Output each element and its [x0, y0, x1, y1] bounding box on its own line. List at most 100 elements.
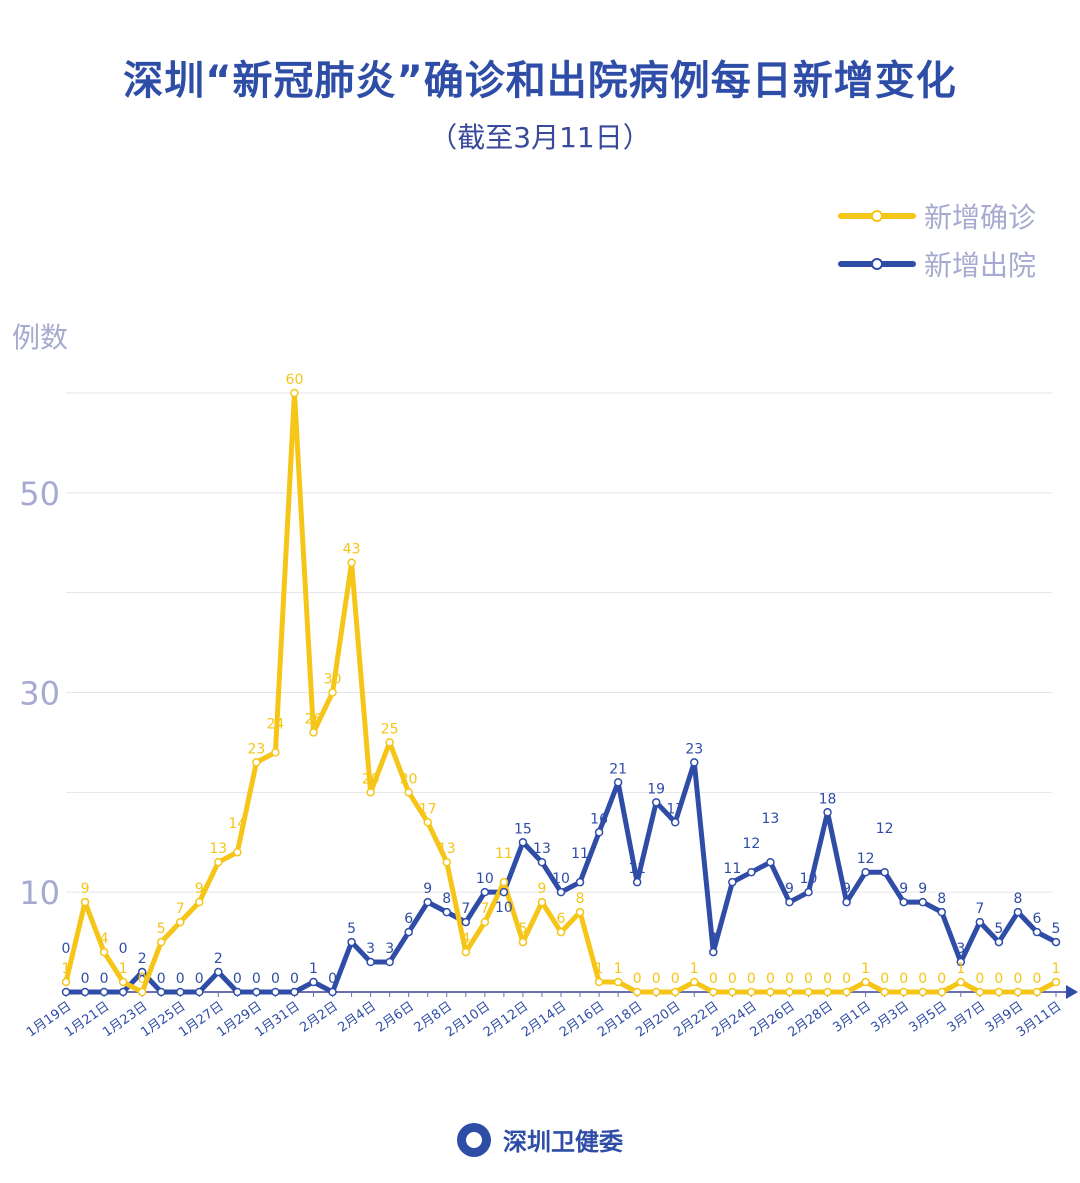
health-commission-logo: [457, 1122, 491, 1157]
data-point: [385, 957, 394, 967]
data-point: [594, 977, 604, 987]
data-point: [937, 987, 947, 997]
data-label: 9: [785, 881, 794, 897]
data-point: [290, 987, 299, 997]
data-point: [461, 947, 471, 957]
data-point: [347, 558, 356, 567]
data-label: 4: [461, 931, 470, 947]
data-point: [956, 957, 966, 967]
data-point: [956, 977, 966, 987]
data-label: 5: [157, 921, 166, 937]
data-point: [404, 788, 413, 797]
data-point: [709, 947, 718, 957]
data-point: [347, 937, 356, 947]
data-label: 11: [723, 861, 741, 877]
x-axis-arrow-icon: [1066, 985, 1078, 999]
y-tick-label: 10: [19, 874, 60, 912]
data-label: 9: [842, 881, 851, 897]
data-point: [728, 987, 737, 997]
data-label: 0: [233, 971, 242, 987]
data-point: [632, 987, 642, 997]
data-point: [99, 987, 109, 997]
data-point: [271, 748, 280, 757]
data-point: [480, 917, 490, 927]
data-point: [61, 987, 71, 997]
x-tick-label: 2月4日: [335, 999, 378, 1036]
data-label: 7: [461, 901, 470, 917]
data-point: [975, 917, 985, 927]
data-point: [918, 897, 927, 907]
data-label: 5: [347, 921, 356, 937]
data-label: 7: [975, 901, 984, 917]
data-point: [233, 987, 242, 997]
data-label: 4: [100, 931, 109, 947]
data-label: 7: [176, 901, 185, 917]
data-label: 0: [671, 971, 680, 987]
y-tick-label: 50: [19, 475, 60, 513]
data-point: [61, 977, 71, 987]
data-point: [785, 897, 794, 907]
data-label: 18: [819, 791, 837, 807]
data-point: [233, 847, 242, 857]
data-label: 15: [514, 821, 532, 837]
data-point: [994, 937, 1004, 947]
data-label: 11: [628, 861, 646, 877]
data-label: 1: [119, 961, 128, 977]
x-tick-label: 2月6日: [374, 999, 417, 1036]
data-point: [328, 688, 337, 697]
data-label: 12: [857, 851, 875, 867]
legend-swatch-confirmed: [838, 210, 916, 222]
data-label: 9: [195, 881, 204, 897]
footer-org: 深圳卫健委: [503, 1128, 623, 1156]
data-point: [499, 887, 509, 897]
data-label: 0: [766, 971, 775, 987]
data-label: 0: [290, 971, 299, 987]
data-point: [575, 907, 585, 917]
data-point: [137, 987, 147, 997]
data-point: [709, 987, 718, 997]
data-point: [442, 857, 452, 867]
data-point: [899, 987, 908, 997]
data-label: 7: [480, 901, 489, 917]
x-tick-label: 2月2日: [297, 999, 340, 1036]
data-label: 9: [899, 881, 908, 897]
data-label: 10: [495, 900, 513, 916]
data-label: 0: [785, 971, 794, 987]
data-point: [99, 947, 109, 957]
data-point: [195, 987, 204, 997]
data-point: [594, 828, 604, 837]
data-point: [537, 897, 547, 907]
data-label: 14: [228, 816, 246, 832]
data-point: [975, 987, 985, 997]
data-point: [861, 977, 870, 987]
data-label: 1: [62, 961, 71, 977]
data-point: [861, 867, 870, 877]
data-label: 13: [533, 841, 551, 857]
legend-swatch-discharged: [838, 258, 916, 270]
data-label: 0: [804, 971, 813, 987]
data-point: [214, 967, 223, 977]
data-point: [518, 838, 528, 847]
legend-label-confirmed: 新增确诊: [924, 201, 1037, 234]
data-label: 0: [157, 971, 166, 987]
data-label: 60: [286, 372, 304, 388]
data-point: [842, 897, 851, 907]
data-point: [785, 987, 794, 997]
data-label: 5: [518, 921, 527, 937]
data-label: 23: [247, 741, 265, 757]
data-point: [1013, 907, 1023, 917]
data-label: 0: [119, 941, 128, 957]
data-label: 1: [309, 961, 318, 977]
data-point: [937, 907, 947, 917]
y-tick-label: 30: [19, 675, 60, 713]
data-label: 16: [590, 811, 608, 827]
data-point: [480, 887, 490, 897]
data-point: [918, 987, 927, 997]
data-label: 1: [1052, 961, 1061, 977]
data-label: 21: [609, 761, 627, 777]
data-label: 24: [267, 716, 285, 732]
data-point: [670, 987, 680, 997]
data-label: 0: [176, 971, 185, 987]
legend-label-discharged: 新增出院: [924, 249, 1037, 282]
legend-item-confirmed: 新增确诊: [838, 192, 1036, 240]
